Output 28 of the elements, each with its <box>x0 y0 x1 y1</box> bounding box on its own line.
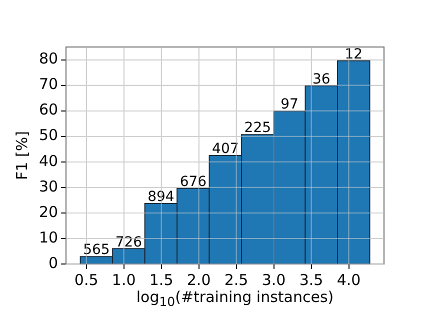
annotation: 565 <box>83 242 110 258</box>
x-tick-label: 3.5 <box>299 270 324 289</box>
x-tick-label: 4.0 <box>336 270 361 289</box>
y-tick-label: 60 <box>38 100 58 119</box>
x-tick-label: 2.0 <box>186 270 211 289</box>
annotation: 407 <box>212 141 239 158</box>
x-axis-title: log$_{10}$(#training instances) <box>135 288 335 309</box>
y-tick-label: 30 <box>38 177 58 196</box>
y-tick-label: 70 <box>38 75 58 94</box>
x-tick-label: 0.5 <box>74 270 98 289</box>
annotation: 36 <box>312 71 330 88</box>
x-tick-label: 3.0 <box>262 270 286 289</box>
annotation: 726 <box>115 234 142 250</box>
y-tick-label: 10 <box>38 228 58 246</box>
y-tick-label: 80 <box>38 50 58 68</box>
y-axis-title: F1 [%] <box>12 131 31 180</box>
y-tick-label: 50 <box>38 126 58 144</box>
x-tick-label: 2.5 <box>224 270 248 289</box>
y-tick-label: 40 <box>38 152 58 170</box>
annotation: 225 <box>244 120 272 136</box>
y-tick-label: 0 <box>48 254 58 272</box>
y-tick-label: 20 <box>38 202 58 221</box>
annotation: 894 <box>148 189 174 206</box>
annotation: 12 <box>344 46 363 62</box>
x-tick-label: 1.0 <box>112 270 136 289</box>
x-tick-label: 1.5 <box>149 270 174 289</box>
annotation: 97 <box>280 96 298 113</box>
annotation: 676 <box>180 174 207 190</box>
